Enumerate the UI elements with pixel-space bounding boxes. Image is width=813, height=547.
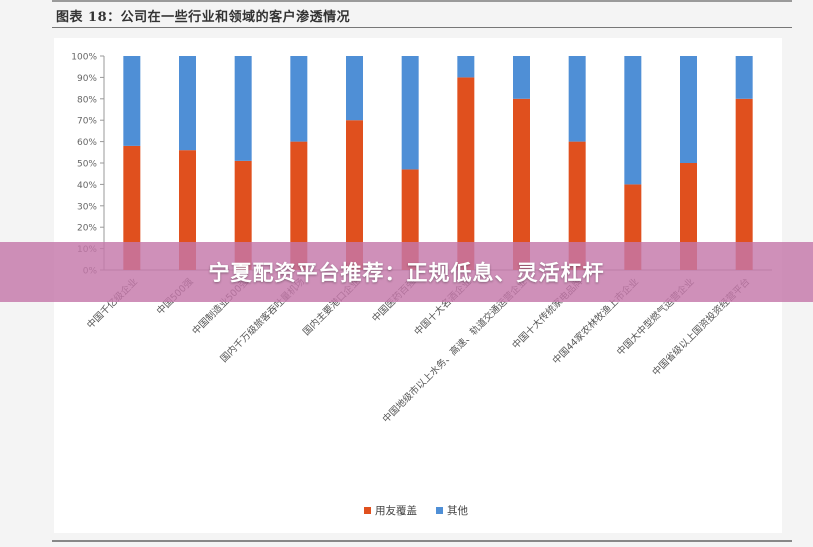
bar-other	[624, 56, 642, 185]
y-tick-label: 80%	[77, 95, 97, 105]
bar-other	[179, 56, 196, 151]
figure-title: 图表 18：公司在一些行业和领域的客户渗透情况	[56, 10, 351, 25]
bar-covered	[513, 98, 530, 270]
bars	[123, 56, 753, 271]
y-tick-label: 40%	[77, 181, 97, 191]
bar-other	[234, 56, 252, 161]
bar-other	[346, 56, 363, 121]
legend-swatch	[436, 507, 443, 514]
y-tick-label: 30%	[77, 202, 97, 212]
legend-label: 其他	[447, 504, 468, 517]
y-tick-label: 100%	[71, 53, 97, 63]
bar-other	[401, 56, 419, 170]
legend: 用友覆盖 其他	[364, 504, 468, 517]
bar-other	[735, 56, 753, 99]
promo-banner[interactable]: 宁夏配资平台推荐：正规低息、灵活杠杆	[0, 242, 813, 302]
y-tick-label: 20%	[77, 224, 97, 234]
bar-covered	[123, 145, 141, 270]
bar-covered	[179, 150, 196, 270]
bottom-rule	[52, 540, 792, 542]
bar-other	[123, 56, 141, 146]
bar-other	[290, 56, 308, 142]
legend-label: 用友覆盖	[375, 504, 417, 517]
bar-covered	[457, 77, 475, 271]
title-rule	[52, 27, 792, 28]
y-tick-label: 50%	[77, 160, 97, 170]
bar-covered	[290, 141, 308, 270]
y-tick-label: 70%	[77, 117, 97, 127]
bar-covered	[735, 98, 753, 270]
bar-covered	[568, 141, 586, 270]
banner-text: 宁夏配资平台推荐：正规低息、灵活杠杆	[208, 261, 605, 285]
y-tick-label: 90%	[77, 74, 97, 84]
bar-other	[513, 56, 530, 99]
bar-covered	[346, 120, 363, 270]
top-rule	[52, 0, 792, 2]
y-tick-label: 60%	[77, 138, 97, 148]
bar-other	[457, 56, 475, 78]
bar-other	[568, 56, 586, 142]
bar-other	[680, 56, 697, 163]
legend-swatch	[364, 507, 371, 514]
